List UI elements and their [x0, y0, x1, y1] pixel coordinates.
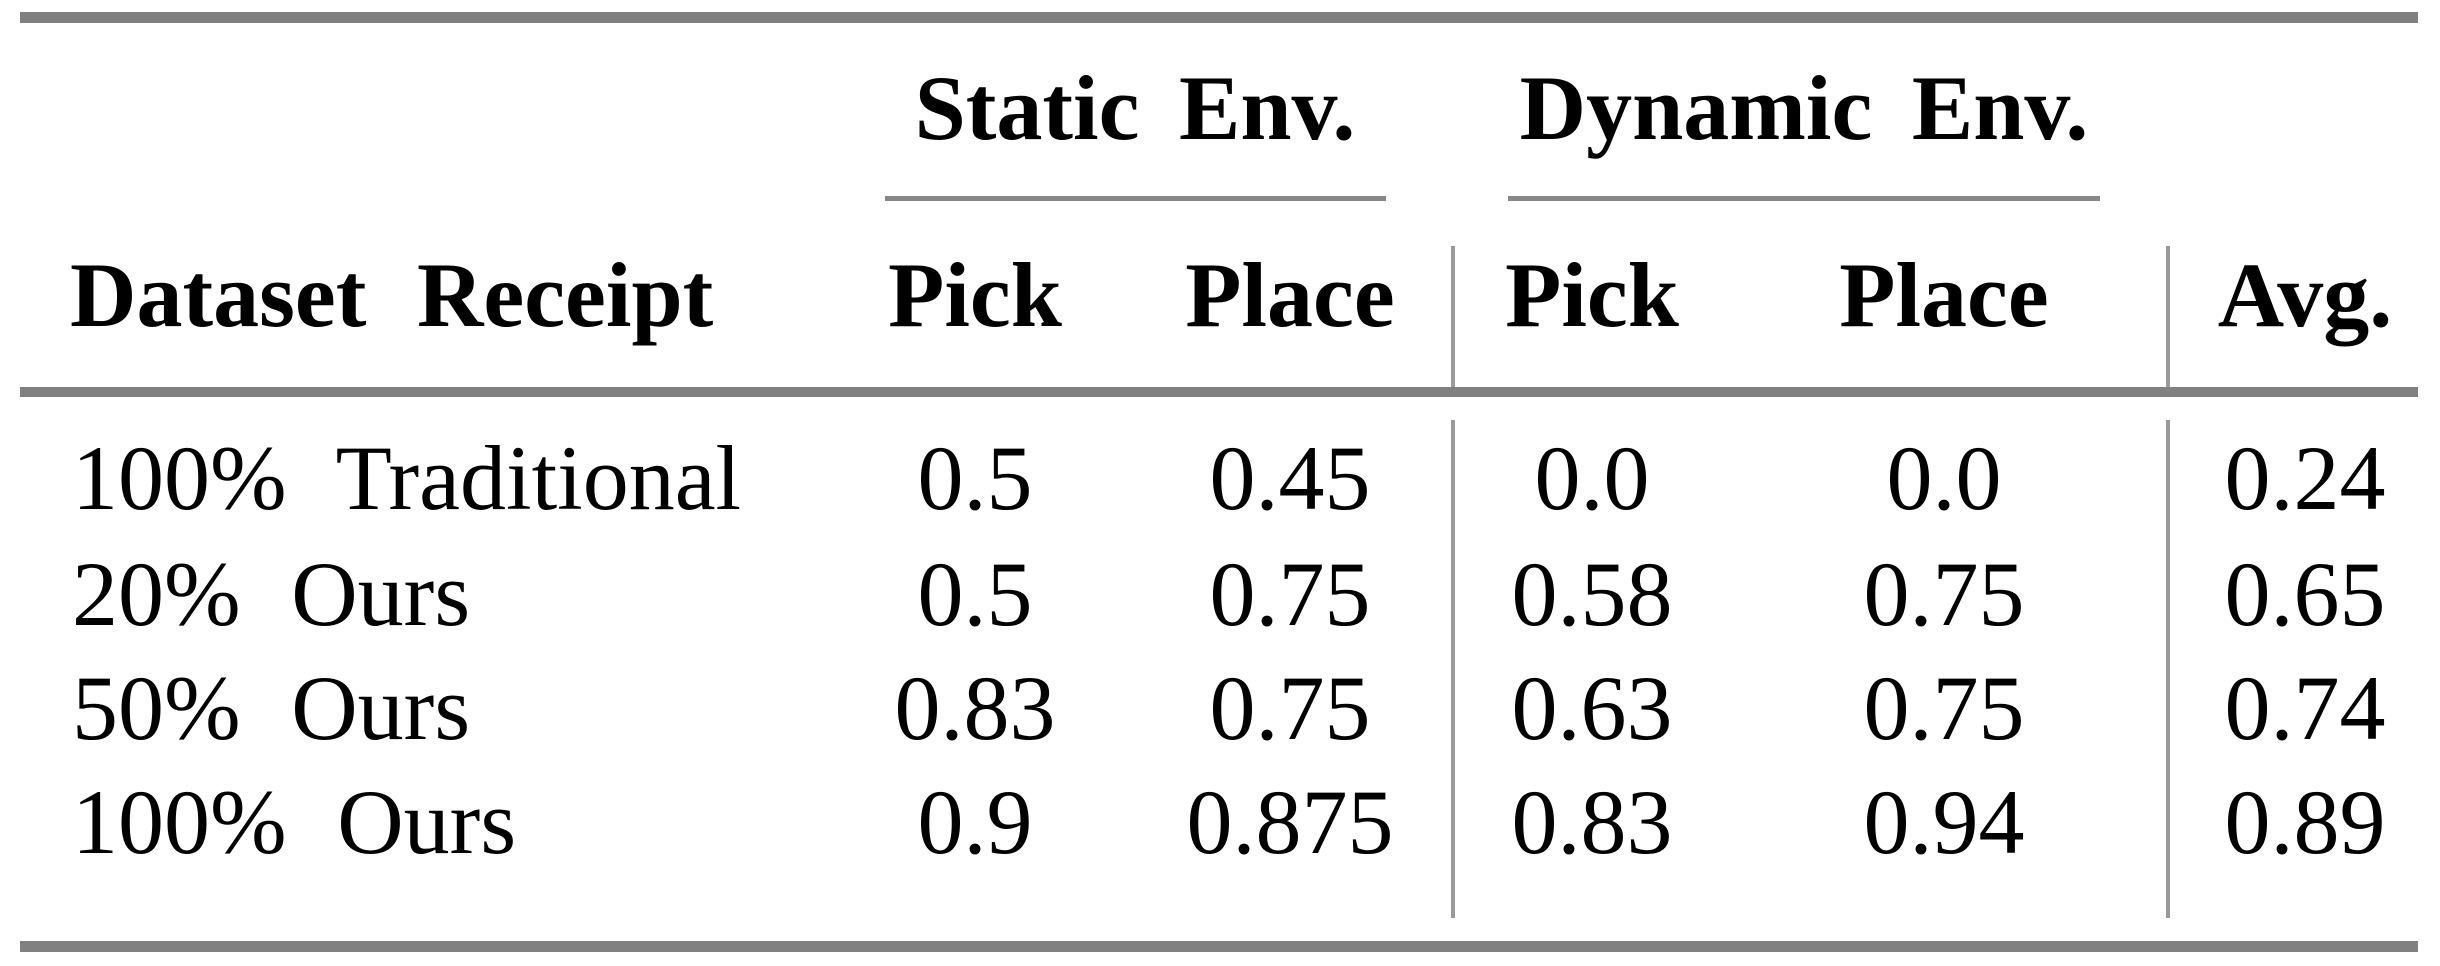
cell-static-pick: 0.5: [917, 427, 1033, 529]
cell-static-place: 0.75: [1209, 543, 1371, 645]
cell-dynamic-pick: 0.0: [1534, 427, 1650, 529]
cell-avg: 0.24: [2224, 427, 2386, 529]
cell-avg: 0.89: [2224, 771, 2386, 873]
cell-dynamic-place: 0.0: [1886, 427, 2002, 529]
column-separator-dynamic-avg-body: [2166, 420, 2170, 918]
cell-static-pick: 0.83: [894, 657, 1056, 759]
column-header-dataset-receipt: Dataset Receipt: [70, 244, 714, 346]
table-mid-rule: [20, 387, 2418, 397]
column-separator-static-dynamic-body: [1451, 420, 1455, 918]
row-label: 20% Ours: [72, 543, 471, 645]
column-header-dynamic-place: Place: [1839, 244, 2049, 346]
cell-dynamic-place: 0.75: [1863, 657, 2025, 759]
row-label: 50% Ours: [72, 657, 471, 759]
cell-static-place: 0.45: [1209, 427, 1371, 529]
group-header-dynamic-env: Dynamic Env.: [1519, 57, 2089, 159]
cell-static-pick: 0.9: [917, 771, 1033, 873]
column-header-static-place: Place: [1185, 244, 1395, 346]
cell-dynamic-place: 0.75: [1863, 543, 2025, 645]
cmidrule-static-env: [885, 196, 1386, 201]
cell-static-place: 0.75: [1209, 657, 1371, 759]
cell-dynamic-pick: 0.58: [1511, 543, 1673, 645]
table-top-rule: [20, 12, 2418, 23]
row-label: 100% Ours: [72, 771, 517, 873]
table-bottom-rule: [20, 941, 2418, 952]
cell-avg: 0.74: [2224, 657, 2386, 759]
cell-dynamic-place: 0.94: [1863, 771, 2025, 873]
row-label: 100% Traditional: [72, 427, 742, 529]
column-header-dynamic-pick: Pick: [1505, 244, 1679, 346]
group-header-static-env: Static Env.: [914, 57, 1356, 159]
cell-dynamic-pick: 0.83: [1511, 771, 1673, 873]
cell-static-place: 0.875: [1186, 771, 1394, 873]
column-separator-dynamic-avg-header: [2166, 246, 2170, 387]
column-separator-static-dynamic-header: [1451, 246, 1455, 387]
cell-dynamic-pick: 0.63: [1511, 657, 1673, 759]
cell-static-pick: 0.5: [917, 543, 1033, 645]
cell-avg: 0.65: [2224, 543, 2386, 645]
column-header-static-pick: Pick: [888, 244, 1062, 346]
cmidrule-dynamic-env: [1508, 196, 2100, 201]
column-header-avg: Avg.: [2217, 244, 2393, 346]
